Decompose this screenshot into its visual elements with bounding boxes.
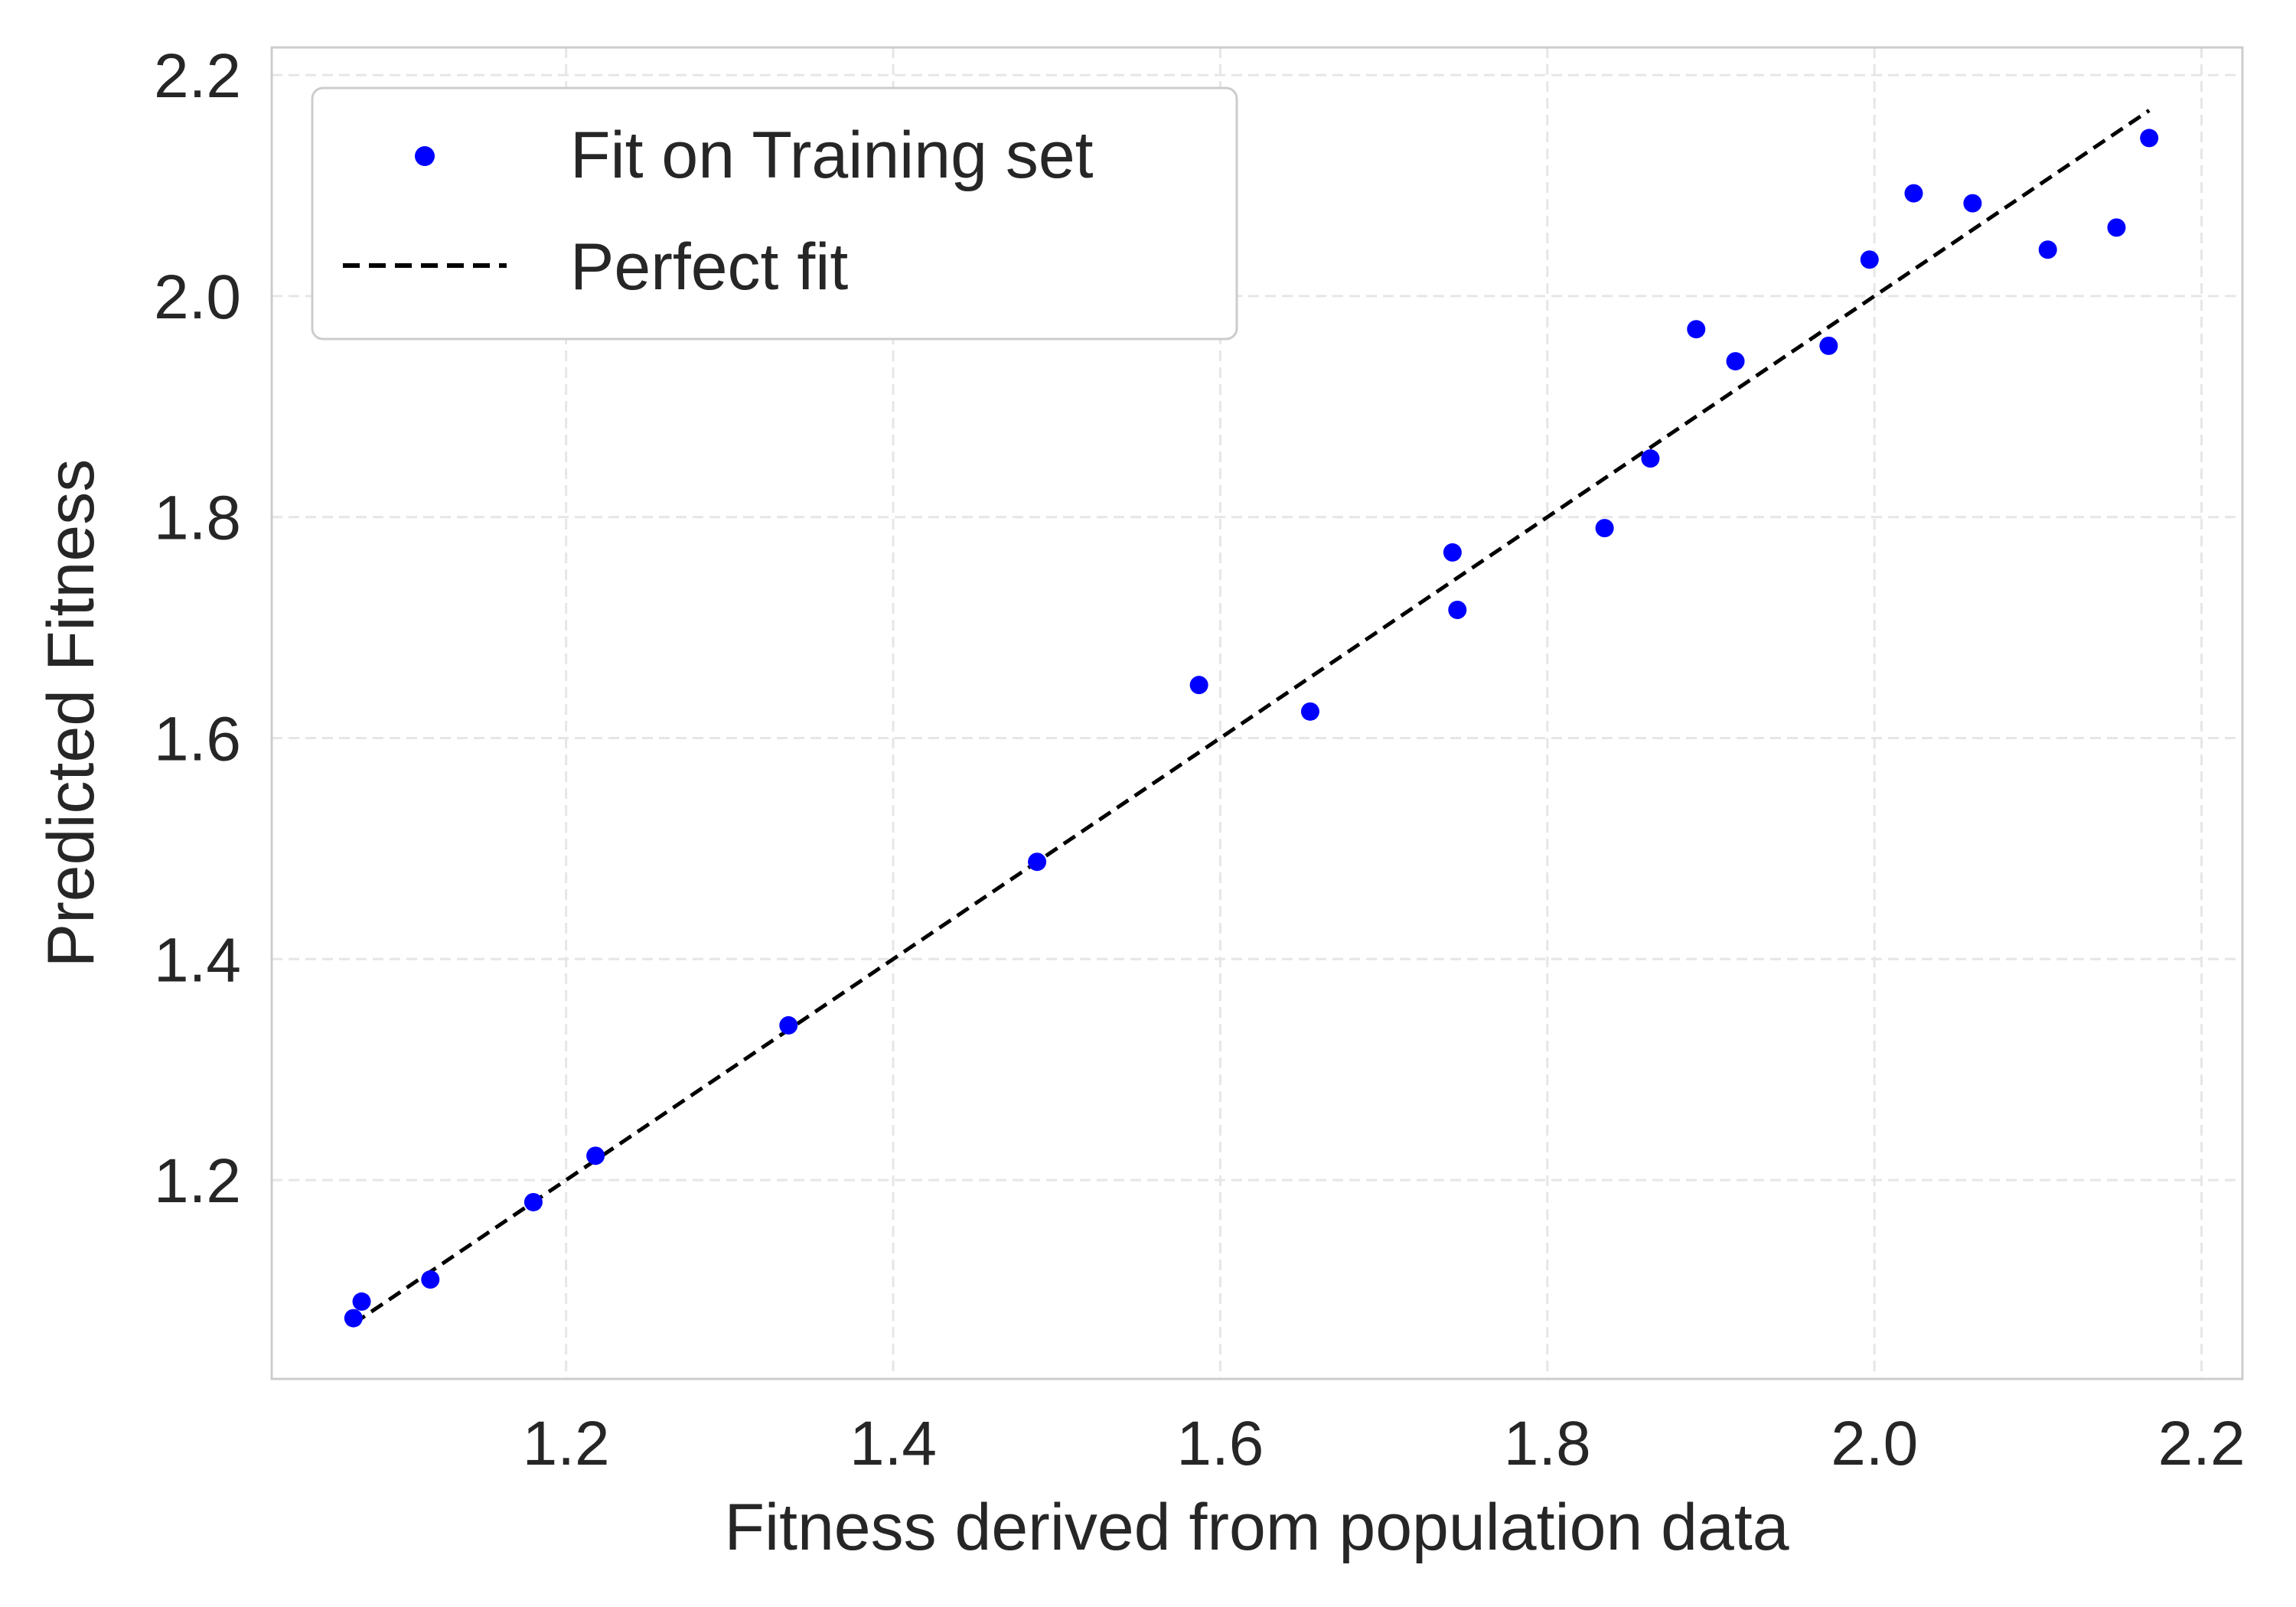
y-axis-ticks: 1.2 1.4 1.6 1.8 2.0 2.2 — [154, 41, 241, 1216]
y-tick-label: 1.4 — [154, 925, 241, 995]
scatter-point — [1028, 852, 1047, 872]
scatter-point — [2038, 240, 2057, 259]
y-tick-label: 1.2 — [154, 1146, 241, 1216]
x-tick-label: 1.6 — [1176, 1409, 1264, 1478]
scatter-point — [1726, 352, 1745, 371]
perfect-fit-line — [352, 109, 2151, 1325]
y-axis-label: Predicted Fitness — [34, 459, 108, 967]
scatter-point — [779, 1015, 798, 1035]
scatter-point — [1189, 676, 1208, 695]
scatter-point — [1819, 336, 1838, 355]
x-tick-label: 1.2 — [523, 1409, 610, 1478]
scatter-point — [523, 1192, 543, 1211]
legend: Fit on Training set Perfect fit — [311, 86, 1238, 341]
series-layer — [344, 109, 2159, 1328]
legend-marker-fit-on-training-set — [415, 146, 435, 166]
scatter-point — [2107, 218, 2126, 237]
y-tick-label: 1.6 — [154, 704, 241, 774]
y-tick-label: 2.0 — [154, 262, 241, 332]
legend-label-perfect-fit: Perfect fit — [570, 230, 848, 304]
scatter-point — [1963, 194, 1982, 213]
scatter-point — [1595, 519, 1614, 538]
x-tick-label: 2.2 — [2158, 1409, 2245, 1478]
plot-frame — [270, 46, 2244, 1380]
y-tick-label: 1.8 — [154, 484, 241, 553]
x-axis-label: Fitness derived from population data — [724, 1491, 1789, 1564]
scatter-point — [1300, 702, 1319, 721]
scatter-point — [344, 1309, 363, 1328]
y-tick-label: 2.2 — [154, 41, 241, 111]
legend-label-fit-on-training-set: Fit on Training set — [570, 119, 1094, 192]
x-tick-label: 1.8 — [1504, 1409, 1591, 1478]
scatter-point — [2140, 129, 2159, 148]
scatter-point — [1443, 543, 1462, 562]
x-axis-ticks: 1.2 1.4 1.6 1.8 2.0 2.2 — [523, 1409, 2245, 1478]
scatter-point — [352, 1292, 371, 1311]
x-tick-label: 2.0 — [1831, 1409, 1918, 1478]
scatter-point — [1641, 449, 1660, 468]
scatter-point — [1687, 320, 1706, 339]
x-tick-label: 1.4 — [850, 1409, 937, 1478]
scatter-point — [1448, 600, 1467, 619]
legend-box — [311, 86, 1238, 341]
scatter-point — [421, 1270, 440, 1289]
scatter-point — [1904, 184, 1923, 203]
scatter-point — [586, 1146, 605, 1165]
scatter-point — [1860, 250, 1879, 269]
